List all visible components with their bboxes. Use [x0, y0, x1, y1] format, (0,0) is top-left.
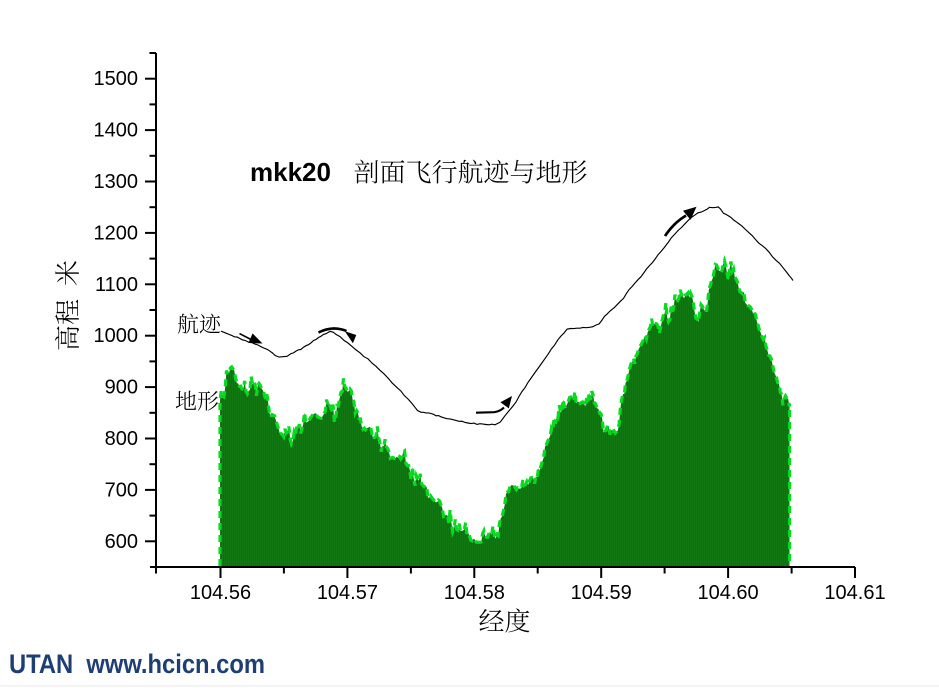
- svg-text:UTAN www.hcicn.com: UTAN www.hcicn.com: [9, 649, 265, 679]
- svg-text:1500: 1500: [94, 68, 139, 90]
- svg-text:104.59: 104.59: [571, 582, 632, 604]
- svg-text:1000: 1000: [94, 325, 139, 347]
- svg-text:104.57: 104.57: [317, 582, 378, 604]
- svg-text:104.56: 104.56: [190, 582, 251, 604]
- svg-text:800: 800: [105, 428, 138, 450]
- svg-text:1300: 1300: [94, 171, 139, 193]
- svg-text:104.58: 104.58: [444, 582, 505, 604]
- svg-text:1200: 1200: [94, 222, 139, 244]
- svg-text:700: 700: [105, 479, 138, 501]
- svg-text:600: 600: [105, 531, 138, 553]
- svg-text:104.61: 104.61: [824, 582, 885, 604]
- svg-text:1100: 1100: [95, 274, 138, 296]
- svg-text:1400: 1400: [94, 120, 139, 142]
- svg-text:mkk20: mkk20: [250, 157, 331, 187]
- svg-text:900: 900: [105, 377, 138, 399]
- svg-text:104.60: 104.60: [698, 582, 759, 604]
